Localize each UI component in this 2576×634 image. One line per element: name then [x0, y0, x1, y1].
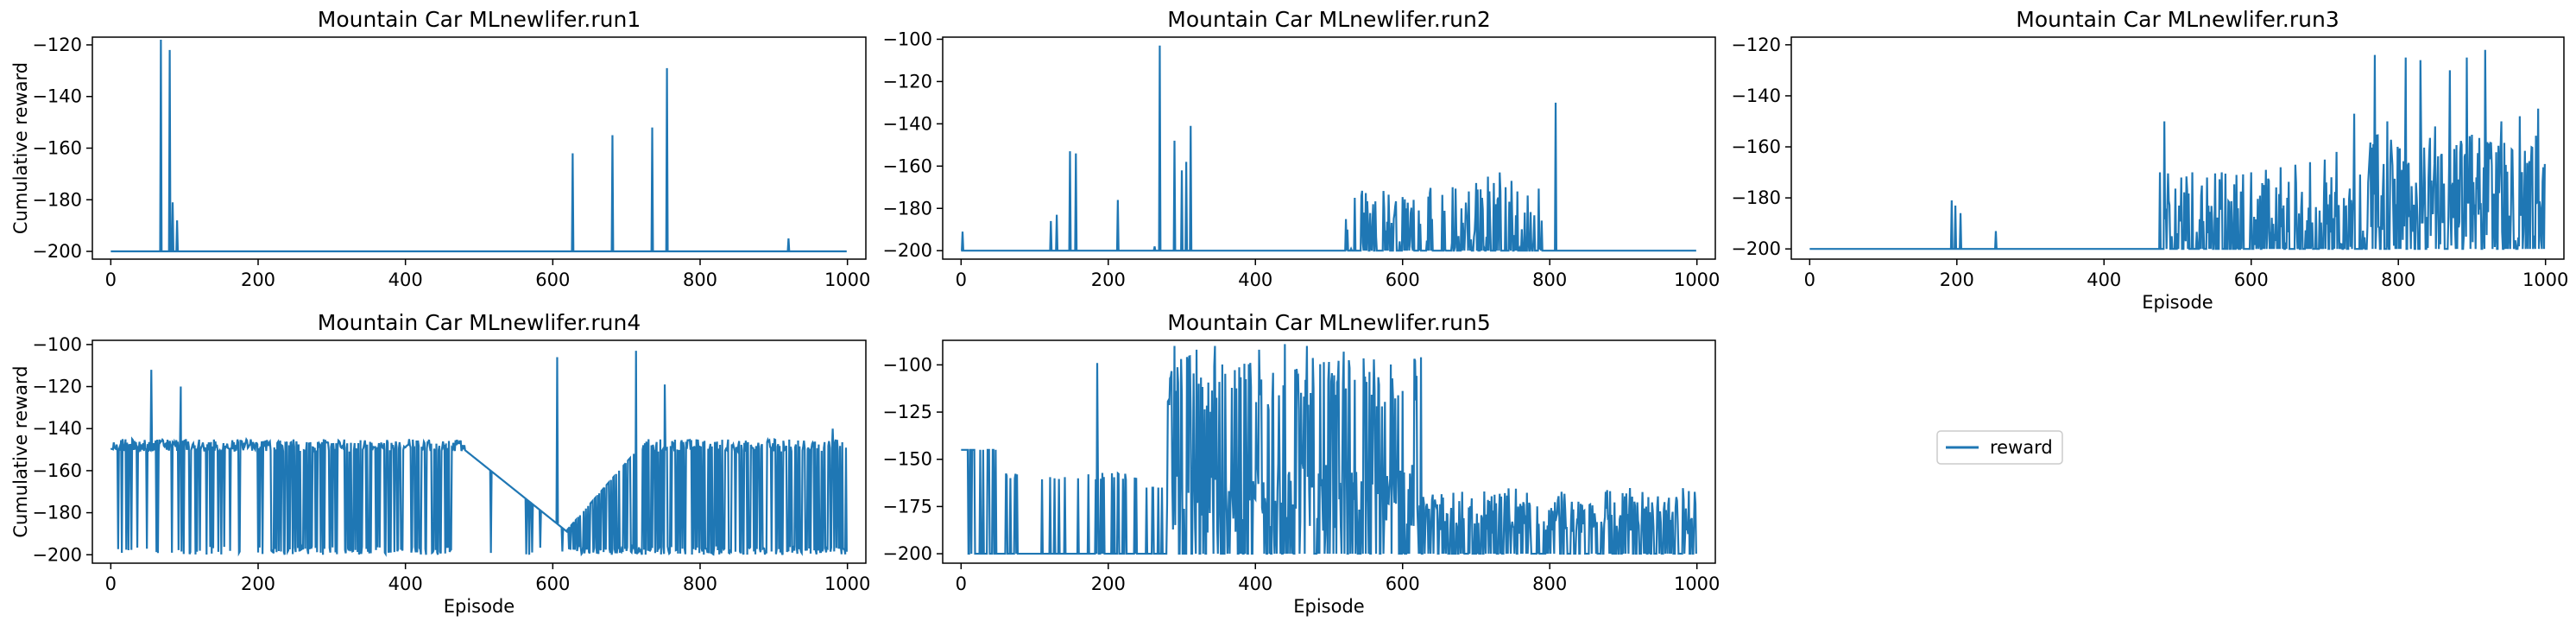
- axes-frame: [92, 36, 867, 260]
- y-tick-label: −125: [882, 402, 932, 422]
- subplots: 0 200 400 600 800 1000 −200 −180 −160 −140 −120 Mou…: [10, 7, 2568, 617]
- x-tick-label: 0: [956, 269, 967, 290]
- legend-frame: [1936, 430, 2063, 465]
- x-tick-label: 0: [105, 269, 117, 290]
- y-tick-label: −175: [882, 496, 932, 517]
- subplot-title: Mountain Car MLnewlifer.run5: [1167, 310, 1490, 335]
- x-tick-label: 1000: [824, 574, 870, 594]
- x-tick-label: 1000: [1674, 574, 1720, 594]
- y-tick-label: −120: [32, 35, 82, 55]
- subplot-1: 0 200 400 600 800 1000 −200 −180 −160 −140 −120 Mou…: [10, 7, 870, 290]
- y-tick-label: −140: [1731, 86, 1781, 106]
- series-line-reward: [1809, 49, 2546, 250]
- x-tick-label: 400: [1238, 269, 1272, 290]
- y-tick-label: −200: [882, 240, 932, 261]
- y-tick-label: −140: [882, 113, 932, 134]
- y-tick-label: −180: [1731, 187, 1781, 208]
- axes-frame: [942, 36, 1716, 260]
- x-tick-label: 400: [2087, 269, 2121, 290]
- x-tick-label: 0: [105, 574, 117, 594]
- x-tick-label: 1000: [824, 269, 870, 290]
- y-tick-label: −140: [32, 86, 82, 107]
- x-tick-label: 800: [683, 574, 717, 594]
- x-tick-label: 800: [1532, 269, 1567, 290]
- y-tick-label: −160: [882, 155, 932, 176]
- x-tick-label: 400: [388, 574, 423, 594]
- y-tick-label: −180: [882, 198, 932, 219]
- y-tick-label: −100: [32, 334, 82, 355]
- y-tick-label: −120: [32, 377, 82, 397]
- y-tick-label: −140: [32, 418, 82, 439]
- y-tick-label: −150: [882, 449, 932, 470]
- y-tick-label: −200: [32, 241, 82, 262]
- subplot-2: 0 200 400 600 800 1000 −200 −180 −160 −140 −120 −10…: [882, 7, 1720, 290]
- y-axis-label: Cumulative reward: [10, 62, 31, 234]
- legend-label-reward: reward: [1990, 437, 2053, 458]
- subplot-4: 0 200 400 600 800 1000 −200 −180 −160 −140 −120 −10…: [10, 310, 870, 617]
- x-tick-label: 200: [241, 574, 275, 594]
- y-axis-label: Cumulative reward: [10, 365, 31, 537]
- x-tick-label: 400: [1238, 574, 1272, 594]
- y-tick-label: −200: [32, 544, 82, 565]
- series-line-reward: [110, 39, 847, 253]
- x-tick-label: 600: [1386, 574, 1420, 594]
- y-tick-label: −160: [32, 460, 82, 481]
- subplot-3: 0 200 400 600 800 1000 −200 −180 −160 −140 −120 Mou…: [1731, 7, 2568, 313]
- x-axis-label: Episode: [1293, 596, 1364, 617]
- x-tick-label: 600: [1386, 269, 1420, 290]
- x-tick-label: 0: [956, 574, 967, 594]
- subplot-title: Mountain Car MLnewlifer.run3: [2016, 7, 2339, 32]
- x-tick-label: 800: [1532, 574, 1567, 594]
- x-tick-label: 400: [388, 269, 423, 290]
- y-tick-label: −100: [882, 29, 932, 49]
- subplot-title: Mountain Car MLnewlifer.run2: [1167, 7, 1490, 32]
- series-line-reward: [961, 45, 1696, 252]
- y-tick-label: −120: [882, 71, 932, 92]
- x-tick-label: 800: [2381, 269, 2415, 290]
- y-tick-label: −180: [32, 503, 82, 523]
- x-tick-label: 600: [535, 269, 570, 290]
- x-tick-label: 600: [2234, 269, 2269, 290]
- subplot-5: 0 200 400 600 800 1000 −200 −175 −150 −125 −100 Mou…: [882, 310, 1720, 617]
- x-tick-label: 200: [1091, 269, 1126, 290]
- y-tick-label: −160: [1731, 136, 1781, 157]
- x-tick-label: 1000: [2522, 269, 2568, 290]
- x-tick-label: 600: [535, 574, 570, 594]
- x-axis-label: Episode: [444, 596, 515, 617]
- x-tick-label: 800: [683, 269, 717, 290]
- axes-frame: [942, 339, 1716, 564]
- x-tick-label: 1000: [1674, 269, 1720, 290]
- x-tick-label: 200: [1940, 269, 1974, 290]
- axes-frame: [92, 339, 867, 564]
- subplot-title: Mountain Car MLnewlifer.run1: [318, 7, 641, 32]
- y-tick-label: −200: [882, 543, 932, 564]
- y-tick-label: −180: [32, 189, 82, 210]
- y-tick-label: −120: [1731, 35, 1781, 55]
- y-tick-label: −160: [32, 138, 82, 159]
- subplot-title: Mountain Car MLnewlifer.run4: [318, 310, 641, 335]
- x-axis-label: Episode: [2142, 292, 2213, 313]
- x-tick-label: 200: [241, 269, 275, 290]
- y-tick-label: −100: [882, 354, 932, 375]
- series-line-reward: [110, 351, 848, 557]
- legend: reward: [1936, 430, 2063, 465]
- x-tick-label: 200: [1091, 574, 1126, 594]
- axes-frame: [1790, 36, 2565, 260]
- series-line-reward: [961, 344, 1697, 555]
- y-tick-label: −200: [1731, 238, 1781, 259]
- x-tick-label: 0: [1804, 269, 1815, 290]
